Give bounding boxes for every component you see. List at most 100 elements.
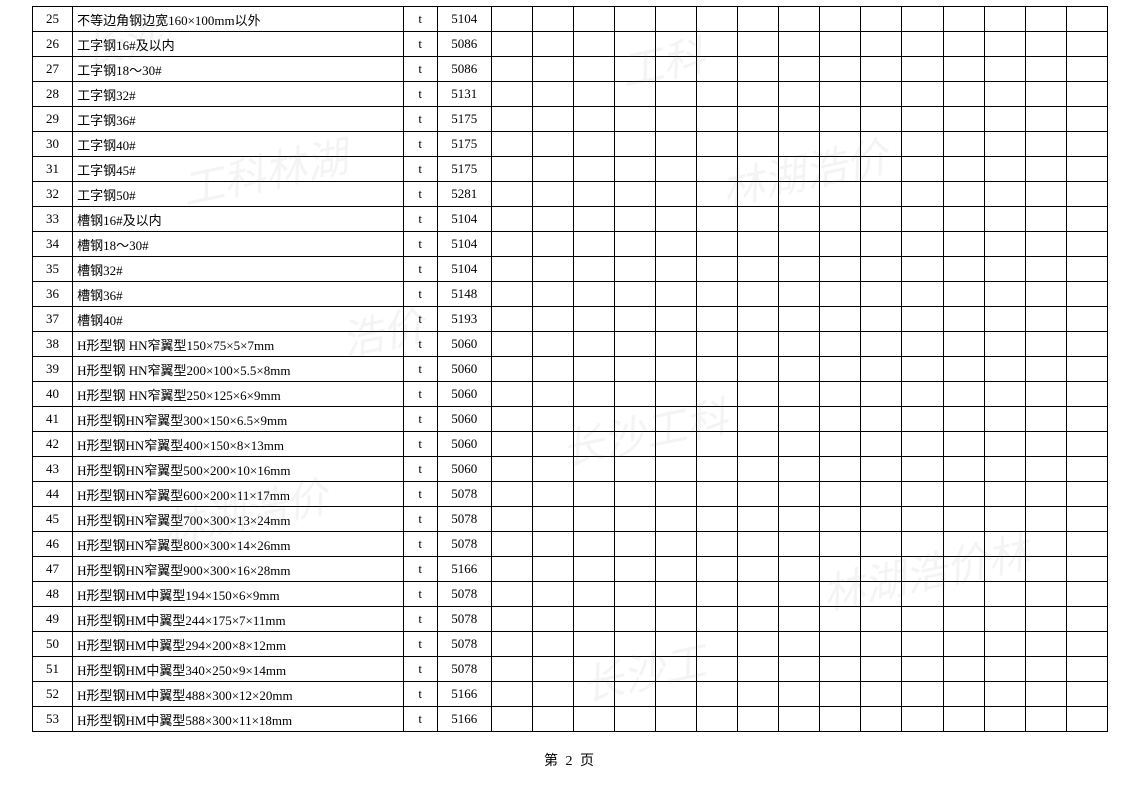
table-row: 35槽钢32#t5104 (33, 257, 1108, 282)
empty-cell (820, 7, 861, 32)
empty-cell (779, 7, 820, 32)
row-number: 37 (33, 307, 73, 332)
table-row: 26工字钢16#及以内t5086 (33, 32, 1108, 57)
row-description: H形型钢HN窄翼型800×300×14×26mm (73, 532, 404, 557)
empty-cell (532, 182, 573, 207)
row-number: 34 (33, 232, 73, 257)
empty-cell (1066, 32, 1107, 57)
empty-cell (984, 232, 1025, 257)
empty-cell (820, 482, 861, 507)
empty-cell (656, 182, 697, 207)
empty-cell (820, 82, 861, 107)
empty-cell (902, 332, 943, 357)
empty-cell (656, 607, 697, 632)
empty-cell (943, 632, 984, 657)
empty-cell (943, 582, 984, 607)
empty-cell (615, 707, 656, 732)
empty-cell (861, 207, 902, 232)
empty-cell (738, 282, 779, 307)
row-unit: t (403, 582, 437, 607)
empty-cell (573, 307, 614, 332)
empty-cell (532, 207, 573, 232)
empty-cell (573, 457, 614, 482)
empty-cell (1025, 282, 1066, 307)
empty-cell (656, 7, 697, 32)
empty-cell (615, 457, 656, 482)
empty-cell (573, 32, 614, 57)
row-value: 5078 (437, 507, 491, 532)
row-unit: t (403, 157, 437, 182)
empty-cell (861, 432, 902, 457)
row-description: 工字钢36# (73, 107, 404, 132)
table-row: 51H形型钢HM中翼型340×250×9×14mmt5078 (33, 657, 1108, 682)
empty-cell (861, 532, 902, 557)
empty-cell (697, 557, 738, 582)
page-number: 第 2 页 (32, 750, 1108, 770)
empty-cell (532, 457, 573, 482)
empty-cell (820, 657, 861, 682)
empty-cell (491, 57, 532, 82)
empty-cell (984, 207, 1025, 232)
empty-cell (984, 507, 1025, 532)
empty-cell (902, 157, 943, 182)
empty-cell (615, 132, 656, 157)
empty-cell (532, 82, 573, 107)
row-description: H形型钢HM中翼型488×300×12×20mm (73, 682, 404, 707)
empty-cell (615, 82, 656, 107)
empty-cell (615, 682, 656, 707)
empty-cell (697, 57, 738, 82)
empty-cell (984, 407, 1025, 432)
empty-cell (820, 182, 861, 207)
empty-cell (491, 157, 532, 182)
empty-cell (943, 707, 984, 732)
row-description: H形型钢 HN窄翼型150×75×5×7mm (73, 332, 404, 357)
empty-cell (532, 357, 573, 382)
empty-cell (984, 382, 1025, 407)
empty-cell (779, 382, 820, 407)
row-number: 45 (33, 507, 73, 532)
row-value: 5060 (437, 332, 491, 357)
empty-cell (615, 57, 656, 82)
empty-cell (491, 682, 532, 707)
empty-cell (738, 7, 779, 32)
empty-cell (697, 582, 738, 607)
empty-cell (820, 432, 861, 457)
empty-cell (1066, 357, 1107, 382)
empty-cell (1025, 382, 1066, 407)
row-unit: t (403, 282, 437, 307)
empty-cell (984, 107, 1025, 132)
empty-cell (1025, 257, 1066, 282)
row-description: 工字钢40# (73, 132, 404, 157)
empty-cell (697, 457, 738, 482)
empty-cell (984, 82, 1025, 107)
empty-cell (738, 107, 779, 132)
empty-cell (779, 682, 820, 707)
empty-cell (943, 107, 984, 132)
row-number: 32 (33, 182, 73, 207)
empty-cell (656, 407, 697, 432)
empty-cell (943, 232, 984, 257)
empty-cell (615, 32, 656, 57)
empty-cell (943, 257, 984, 282)
empty-cell (697, 82, 738, 107)
row-unit: t (403, 382, 437, 407)
empty-cell (1025, 682, 1066, 707)
empty-cell (491, 382, 532, 407)
empty-cell (984, 132, 1025, 157)
empty-cell (1025, 132, 1066, 157)
empty-cell (656, 457, 697, 482)
empty-cell (1025, 407, 1066, 432)
empty-cell (1025, 532, 1066, 557)
empty-cell (738, 357, 779, 382)
empty-cell (943, 207, 984, 232)
empty-cell (491, 307, 532, 332)
empty-cell (902, 307, 943, 332)
row-number: 44 (33, 482, 73, 507)
row-value: 5166 (437, 707, 491, 732)
empty-cell (656, 632, 697, 657)
empty-cell (943, 507, 984, 532)
empty-cell (984, 32, 1025, 57)
empty-cell (1025, 232, 1066, 257)
empty-cell (615, 482, 656, 507)
empty-cell (1066, 7, 1107, 32)
